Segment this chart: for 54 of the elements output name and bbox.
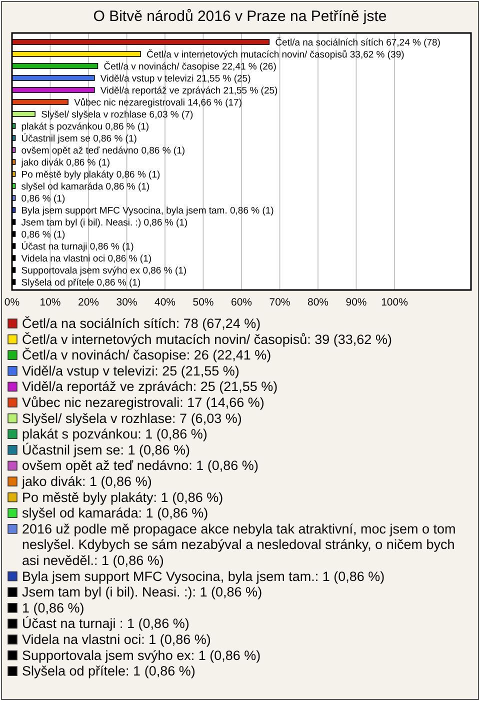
category-label: slyšel od kamaráda 0,86 % (1) (21, 182, 150, 192)
text: Účast na turnaji : 1 (0,86 %) (22, 616, 190, 632)
category-label: Slyšela od přítele 0,86 % (1) (21, 278, 141, 288)
data-label: 0,86 % (1) (21, 194, 66, 204)
text: Byla jsem support MFC Vysocina, byla jsem tam.: 1 (0,86 %) (22, 568, 385, 584)
text: Vůbec nic nezaregistrovali: 17 (14,66 %) (22, 395, 264, 410)
category-label: Četl/a v internetových mutacích novin/ časopisů 33,62 % (39) (146, 50, 404, 60)
category-label: Viděl/a reportáž ve zprávách 21,55 % (25) (100, 86, 278, 96)
x-tick-label: 40% (154, 296, 176, 308)
text: slyšel od kamaráda: 1 (0,86 %) (22, 506, 208, 521)
text: Četl/a na sociálních sítích: 78 (67,24 %) (22, 316, 261, 331)
text: Četl/a v internetových mutacích novin/ časopisů: 39 (33,62 %) (22, 332, 392, 347)
category-label: Videla na vlastni oci 0,86 % (1) (21, 254, 152, 264)
x-tick-label: 60% (230, 296, 252, 308)
x-tick-label: 80% (307, 296, 329, 308)
text: Účastnil jsem se: 1 (0,86 %) (22, 442, 190, 458)
category-label: Viděl/a vstup v televizi 21,55 % (25) (100, 74, 251, 84)
category-label: Vůbec nic nezaregistrovali 14,66 % (17) (74, 98, 242, 108)
x-tick-label: 50% (192, 296, 214, 308)
x-tick-label: 100% (381, 296, 408, 308)
category-label: plakát s pozvánkou 0,86 % (1) (21, 122, 150, 132)
category-label: Slyšel/ slyšela v rozhlase 6,03 % (7) (41, 110, 194, 120)
category-label: ovšem opět až teď nedávno 0,86 % (1) (21, 146, 186, 156)
category-label: Jsem tam byl (i bil). Neasi. :) 0,86 % (1) (21, 218, 188, 228)
x-tick-label: 10% (40, 296, 61, 308)
x-tick-label: 30% (116, 296, 138, 308)
text: Videla na vlastni oci: 1 (0,86 %) (22, 632, 211, 647)
text: Jsem tam byl (i bil). Neasi. :): 1 (0,86 %) (22, 584, 262, 600)
data-label: 0,86 % (1) (21, 230, 66, 240)
category-label: jako divák 0,86 % (1) (21, 158, 110, 168)
text: Slyšel/ slyšela v rozhlase: 7 (6,03 %) (22, 410, 242, 426)
x-tick-label: 70% (269, 296, 290, 308)
category-label: Četl/a na sociálních sítích 67,24 % (78) (275, 38, 440, 48)
text: Po městě byly plakáty: 1 (0,86 %) (22, 490, 224, 505)
category-label: Po městě byly plakáty 0,86 % (1) (21, 170, 160, 180)
category-label: Účast na turnaji 0,86 % (1) (21, 242, 134, 252)
text: Viděl/a vstup v televizi: 25 (21,55 %) (22, 363, 240, 378)
chart-title: O Bitvě národů 2016 v Praze na Petříně jste (93, 8, 387, 25)
category-label: Supportovala jsem svýho ex 0,86 % (1) (21, 266, 187, 276)
text: Viděl/a reportáž ve zprávách: 25 (21,55 %) (22, 379, 278, 394)
category-label: Četl/a v novinách/ časopise 22,41 % (26) (104, 62, 276, 72)
text: Supportovala jsem svýho ex: 1 (0,86 %) (22, 648, 261, 663)
text: 1 (0,86 %) (22, 600, 84, 616)
text: Četl/a v novinách/ časopise: 26 (22,41 %) (22, 348, 272, 363)
text: 2016 už podle mě propagace akce nebyla tak atraktivní, moc jsem o tom neslyšel. Kdybych se sám nezabýval a nesledoval stránky, o ničem bych asi nevěděl.: 1 (0,86 %) (22, 521, 456, 568)
text: plakát s pozvánkou: 1 (0,86 %) (22, 426, 208, 442)
category-label: Účastnil jsem se 0,86 % (1) (21, 134, 137, 144)
text: Slyšela od přítele: 1 (0,86 %) (22, 664, 196, 679)
text: ovšem opět až teď nedávno: 1 (0,86 %) (22, 458, 258, 474)
category-label: Byla jsem support MFC Vysocina, byla jsem tam. 0,86 % (1) (21, 206, 274, 216)
x-tick-label: 90% (346, 296, 367, 308)
x-tick-label: 0% (4, 296, 20, 308)
x-tick-label: 20% (78, 296, 100, 308)
text: jako divák: 1 (0,86 %) (21, 474, 152, 489)
